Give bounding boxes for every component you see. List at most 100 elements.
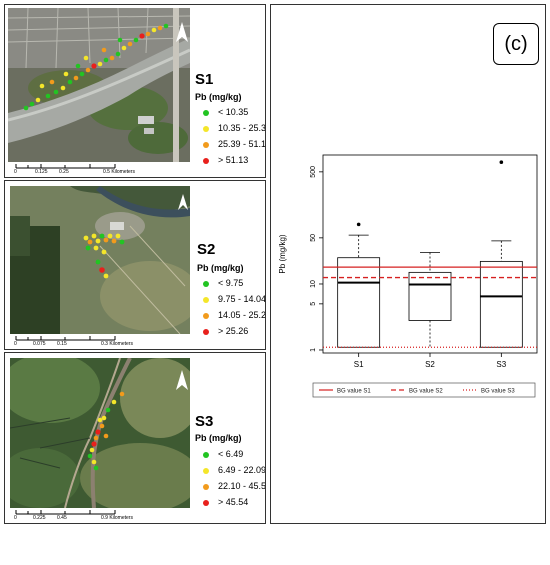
scale-tick-label: 0.9 Kilometers <box>101 515 133 521</box>
sample-point <box>99 423 105 429</box>
legend-swatch <box>203 157 209 164</box>
map-panel-s1: S1 Pb (mg/kg) < 10.35 10.35 - 25.38 25.3… <box>4 4 266 178</box>
sample-point <box>151 27 157 33</box>
sample-point <box>85 245 91 251</box>
sample-point <box>111 238 117 244</box>
legend-label: BG value S1 <box>337 389 371 395</box>
sample-point <box>103 237 109 243</box>
sample-point <box>60 85 66 91</box>
sample-point <box>39 83 45 89</box>
scale-tick-label: 0.25 <box>59 169 69 175</box>
sample-point <box>99 233 105 239</box>
legend-item: 6.49 - 22.09 <box>203 465 265 475</box>
sample-point <box>127 41 133 47</box>
legend-item: 25.39 - 51.13 <box>203 139 266 149</box>
sample-point <box>29 101 35 107</box>
legend-label: 10.35 - 25.38 <box>218 123 266 133</box>
site-label: S1 <box>195 71 214 88</box>
legend-item: 22.10 - 45.54 <box>203 481 266 491</box>
legend-label: 14.05 - 25.26 <box>218 310 266 320</box>
map-panel-s2: S2 Pb (mg/kg) < 9.75 9.75 - 14.04 14.05 … <box>4 180 266 350</box>
sample-point <box>73 75 79 81</box>
legend-swatch <box>203 328 209 335</box>
sample-point <box>87 453 93 459</box>
legend-label: 9.75 - 14.04 <box>218 294 266 304</box>
x-tick-label: S1 <box>354 360 364 369</box>
sample-point <box>103 433 109 439</box>
sample-point <box>133 37 139 43</box>
sample-points-s1 <box>23 23 169 111</box>
legend-item: 10.35 - 25.38 <box>203 123 266 133</box>
legend-label: 22.10 - 45.54 <box>218 481 266 491</box>
sample-point <box>95 238 101 244</box>
legend-swatch <box>203 499 209 506</box>
sample-point <box>101 415 107 421</box>
boxplot-chart: 1 5 10 50 500 Pb (mg/kg) S1 S2 S3 BG value S1 BG v… <box>278 154 538 398</box>
sample-point <box>91 233 97 239</box>
sample-point <box>97 417 103 423</box>
legend-swatch <box>203 467 209 474</box>
scale-bar <box>15 336 116 341</box>
legend-label: < 9.75 <box>218 278 244 288</box>
north-arrow-icon <box>176 22 188 42</box>
legend-item: > 25.26 <box>203 326 248 336</box>
scale-tick-label: 0.45 <box>57 515 67 521</box>
sample-point <box>95 429 101 435</box>
y-tick-label: 10 <box>310 280 317 288</box>
legend-label: BG value S2 <box>409 389 443 395</box>
sample-point <box>157 25 163 31</box>
north-arrow-icon <box>176 370 188 390</box>
legend-swatch <box>203 296 209 303</box>
sample-point <box>105 407 111 413</box>
outlier-point <box>499 160 504 165</box>
sample-point <box>115 51 121 57</box>
legend-label: BG value S3 <box>481 389 515 395</box>
scale-tick-label: 0 <box>14 515 17 521</box>
scale-tick-label: 0.15 <box>57 341 67 347</box>
outlier-point <box>356 222 361 227</box>
scale-tick-label: 0 <box>14 169 17 175</box>
box-s1 <box>337 257 381 348</box>
sample-point <box>119 239 125 245</box>
sample-points-s2 <box>83 233 125 279</box>
legend-item: > 45.54 <box>203 497 248 507</box>
sample-point <box>119 391 125 397</box>
sample-point <box>91 63 97 69</box>
map-imagery-s2 <box>10 186 190 334</box>
legend-title: Pb (mg/kg) <box>197 263 244 273</box>
legend-swatch <box>203 483 209 490</box>
legend-swatch <box>203 280 209 287</box>
boxplot-panel: (c) 1 5 10 50 500 Pb (mg/kg) S1 S2 S3 BG value S1… <box>270 4 546 524</box>
sample-point <box>89 447 95 453</box>
sample-point <box>99 267 105 273</box>
legend-item: < 9.75 <box>203 278 243 288</box>
sample-point <box>103 273 109 279</box>
legend-label: > 51.13 <box>218 155 249 165</box>
sample-point <box>117 37 123 43</box>
legend-item: < 6.49 <box>203 449 243 459</box>
box-s2 <box>408 271 452 321</box>
sample-point <box>95 259 101 265</box>
sample-point <box>139 33 145 39</box>
sample-point <box>83 55 89 61</box>
scale-tick-label: 0.5 Kilometers <box>103 169 135 175</box>
sample-point <box>115 233 121 239</box>
scale-tick-label: 0.125 <box>35 169 48 175</box>
map-imagery-s3 <box>10 358 190 508</box>
x-tick-label: S2 <box>425 360 435 369</box>
north-arrow-icon <box>178 194 188 210</box>
sample-point <box>91 441 97 447</box>
sample-point <box>93 465 99 471</box>
sample-point <box>23 105 29 111</box>
panel-label: (c) <box>493 23 539 65</box>
sample-point <box>101 47 107 53</box>
site-label: S2 <box>197 241 216 258</box>
scale-tick-label: 0.225 <box>33 515 46 521</box>
y-tick-label: 1 <box>310 348 317 352</box>
legend-title: Pb (mg/kg) <box>195 92 242 102</box>
legend-label: > 45.54 <box>218 497 249 507</box>
legend-swatch <box>203 125 209 132</box>
legend-label: 25.39 - 51.13 <box>218 139 266 149</box>
sample-point <box>101 249 107 255</box>
sample-point <box>49 79 55 85</box>
